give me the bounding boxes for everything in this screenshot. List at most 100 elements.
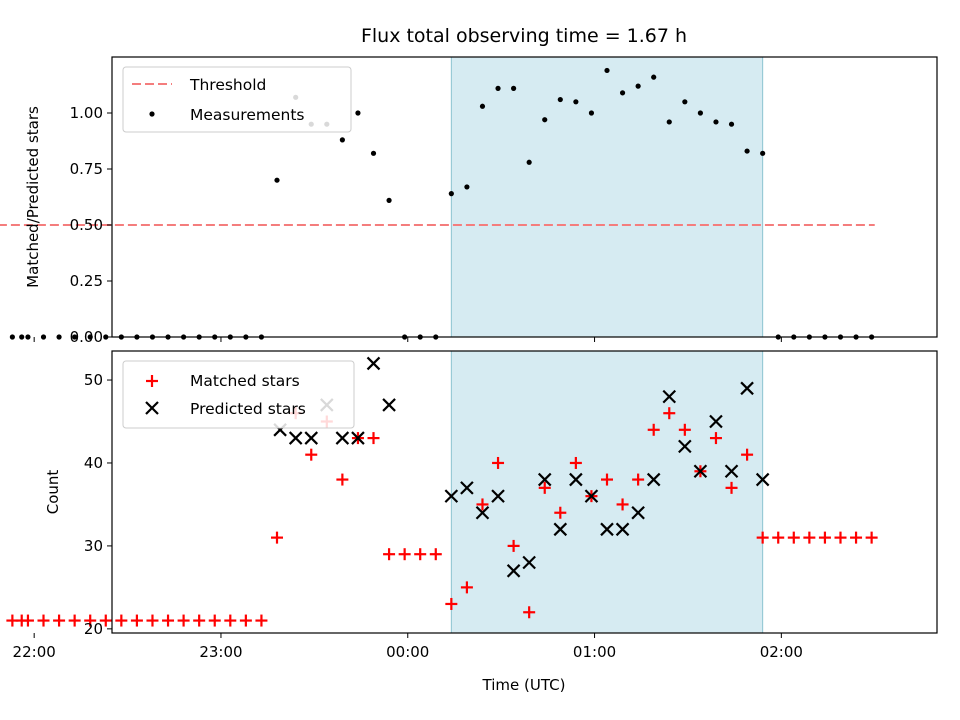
matched-star-point [647,423,660,436]
matched-star-point [414,548,427,561]
matched-star-point [803,531,816,544]
predicted-star-point [584,489,599,503]
predicted-star-point [740,381,754,396]
matched-star-point [818,531,831,544]
measurement-point [448,191,454,197]
x-axis-label: Time (UTC) [482,676,566,694]
predicted-star-point [693,464,708,479]
legend-matched-swatch [146,375,158,387]
bottom-y-tick-label: 20 [84,620,103,638]
measurement-point [728,121,735,127]
measurement-points [9,67,875,340]
top-x-ticks [33,337,782,342]
x-tick-label: 23:00 [199,643,242,661]
predicted-star-point [755,472,770,487]
predicted-star-point [709,414,723,429]
bottom-shaded-region [450,350,764,634]
matched-star-point [787,531,800,544]
bottom-legend-frame [122,360,355,429]
matched-star-point [271,531,283,544]
matched-star-point [177,614,190,627]
matched-star-point [554,506,567,519]
predicted-star-point [569,472,583,487]
measurement-point [40,334,47,340]
predicted-star-point [537,472,552,487]
matched-star-point [193,614,206,627]
matched-star-point [208,614,221,627]
top-axes-frame [111,56,938,338]
predicted-star-point [288,431,303,445]
matched-star-point [21,614,34,627]
legend-matched-label: Matched stars [190,372,300,390]
matched-star-point [663,407,676,420]
predicted-star-point [460,481,474,495]
top-y-ticks: 0.00 0.25 0.50 0.75 1.00 [70,104,112,346]
x-tick-label: 02:00 [760,643,803,661]
bottom-panel: 20 30 40 50 22:00 23:00 00:00 01:00 02:00 Count… [6,350,938,694]
matched-star-point [632,473,645,486]
matched-star-point [678,423,691,436]
predicted-star-point [335,431,350,445]
predicted-star-point [615,522,630,537]
matched-star-point [130,614,143,627]
predicted-star-point [366,356,381,371]
measurement-point [274,177,280,183]
bottom-y-axis-label: Count [44,470,62,515]
chart-title: Flux total observing time = 1.67 h [361,25,687,47]
predicted-star-points [273,356,770,578]
matched-star-point [68,614,81,627]
matched-star-point [336,473,349,486]
measurement-point [760,150,766,156]
measurement-point [19,334,25,340]
matched-star-point [492,456,505,469]
predicted-star-point [646,472,661,487]
measurement-point [56,334,62,340]
matched-star-point [84,614,97,627]
matched-star-point [850,531,863,544]
measurement-point [103,334,109,340]
top-y-tick-label: 0.00 [70,328,103,346]
measurement-point [511,85,517,91]
top-panel: 0.00 0.25 0.50 0.75 1.00 Matched/Predicted s… [0,56,938,346]
measurement-point [495,85,501,91]
measurement-point [355,110,361,116]
predicted-star-point [553,522,568,537]
bottom-y-tick-label: 30 [84,537,103,555]
top-y-tick-label: 0.75 [70,160,103,178]
matched-star-point [756,531,769,544]
predicted-star-point [475,505,490,520]
top-y-axis-label: Matched/Predicted stars [24,106,42,288]
matched-star-point [725,481,738,494]
measurement-point [682,99,688,105]
top-y-tick-label: 0.50 [70,216,103,234]
measurement-point [697,110,703,116]
bottom-x-ticks: 22:00 23:00 00:00 01:00 02:00 [13,633,803,661]
matched-star-point [741,448,754,461]
matched-star-point [383,548,396,561]
predicted-star-point [724,464,739,479]
measurement-point [479,103,486,109]
predicted-star-point [662,389,677,404]
bottom-y-tick-label: 40 [84,454,103,472]
top-legend-frame [122,66,352,133]
matched-star-point [305,448,318,461]
matched-star-points [6,407,878,627]
predicted-star-point [522,555,536,570]
measurement-point [604,67,610,74]
matched-star-point [538,481,551,494]
predicted-star-point [678,439,692,454]
measurement-point [588,110,595,116]
matched-star-point [445,597,458,610]
predicted-star-point [600,522,614,537]
matched-star-point [865,531,878,544]
measurement-point [557,96,563,103]
matched-star-point [37,614,50,627]
top-legend: Threshold Measurements [122,66,352,133]
measurement-point [619,90,626,96]
matched-star-point [616,498,629,511]
measurement-point [651,74,657,80]
matched-star-point [115,614,128,627]
predicted-star-point [351,431,365,445]
matched-star-point [429,548,442,561]
